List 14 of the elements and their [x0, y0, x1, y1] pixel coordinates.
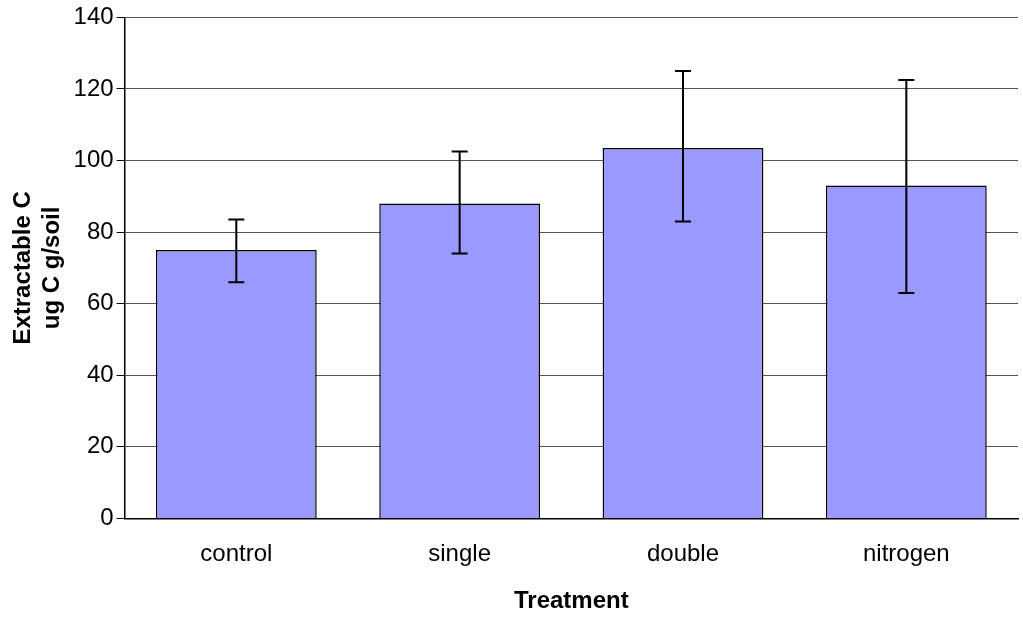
y-tick-label: 20 [86, 431, 114, 459]
y-tick-label: 140 [73, 2, 114, 30]
y-tick-label: 0 [100, 503, 114, 531]
y-tick-label: 120 [73, 73, 114, 101]
y-axis-title: Extractable C ug C g/soil [8, 191, 64, 345]
x-axis-title: Treatment [513, 586, 629, 614]
x-tick-label: double [646, 539, 720, 567]
y-tick-label: 100 [73, 145, 114, 173]
y-tick-label: 40 [86, 359, 114, 387]
x-tick-label: nitrogen [862, 539, 950, 567]
x-tick-label: single [428, 539, 492, 567]
y-tick-label: 60 [86, 288, 114, 316]
x-tick-label: control [200, 539, 273, 567]
y-tick-label: 80 [86, 216, 114, 244]
